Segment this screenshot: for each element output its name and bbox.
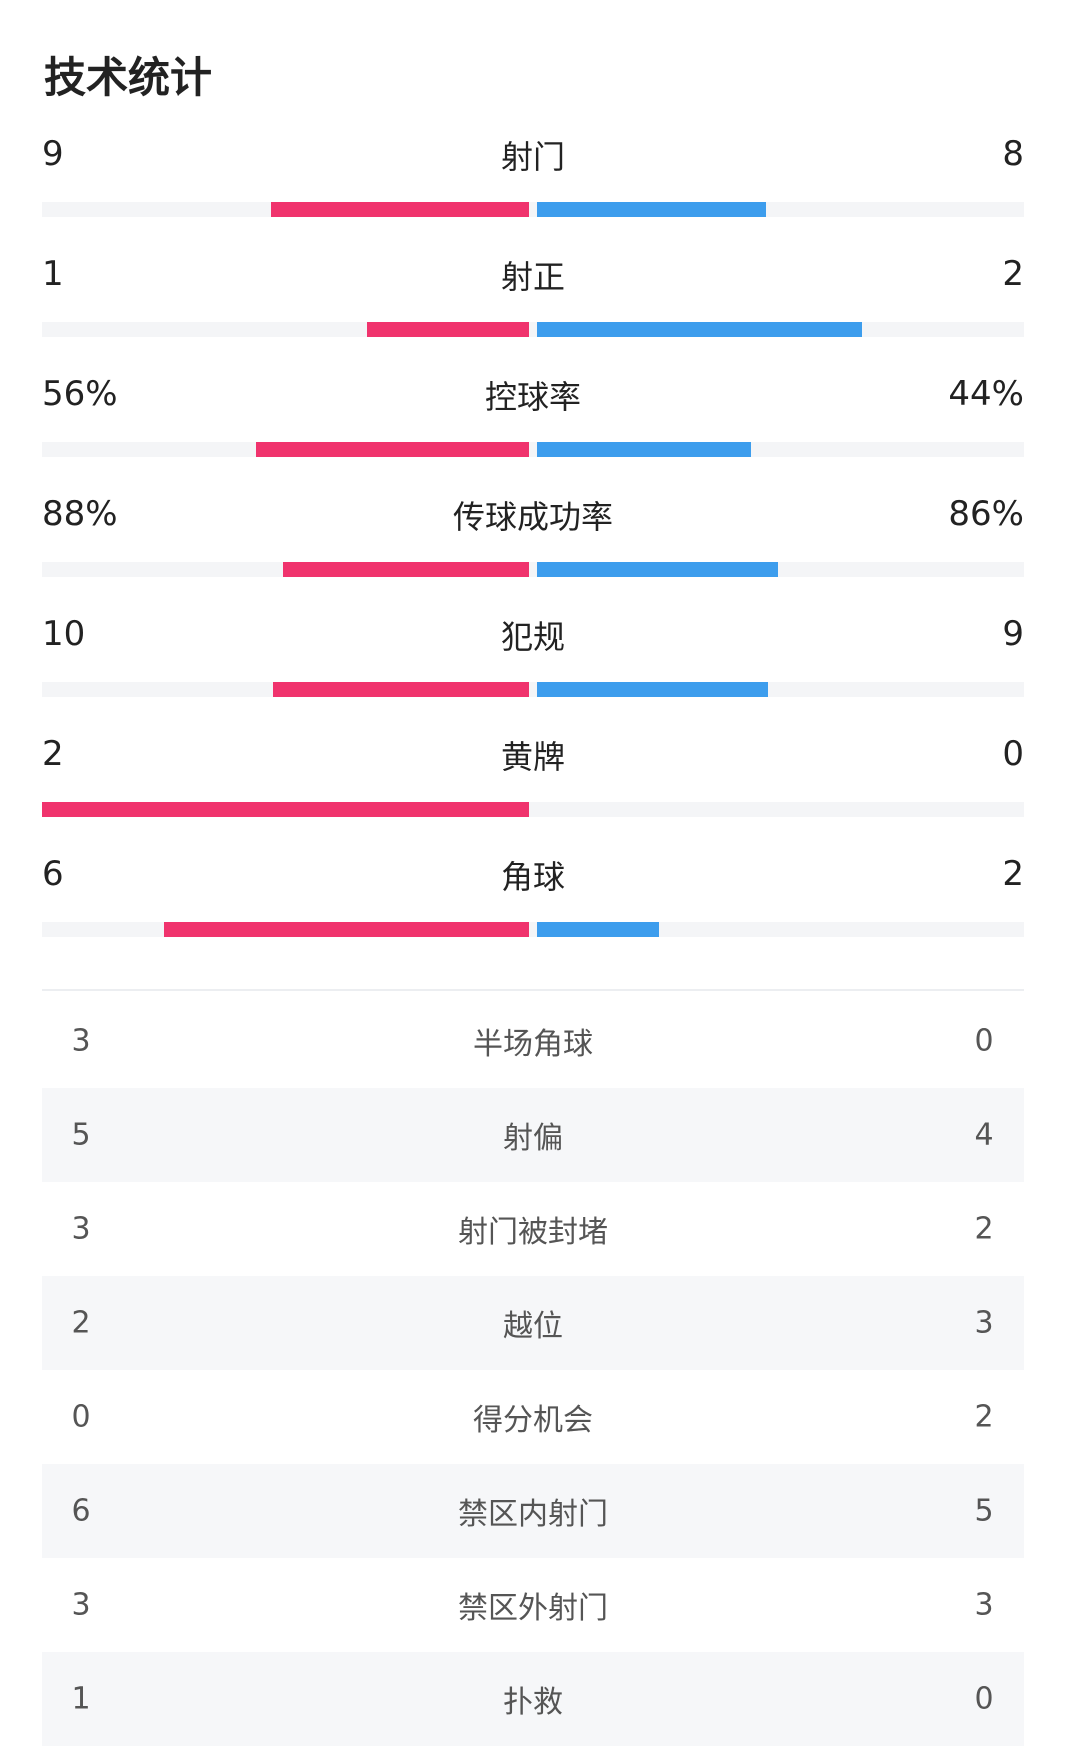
stat-label: 黄牌 — [500, 738, 566, 776]
home-bar — [271, 202, 529, 217]
away-value: 2 — [1002, 254, 1024, 294]
table-row: 1 扑救 0 — [42, 1652, 1024, 1746]
home-value: 10 — [42, 614, 86, 654]
row-label: 禁区内射门 — [458, 1497, 608, 1532]
row-value: 3 — [974, 1587, 994, 1623]
home-bar — [256, 442, 529, 457]
row-value: 2 — [974, 1399, 994, 1435]
away-bar — [537, 322, 862, 337]
stat-label: 射正 — [500, 258, 566, 296]
table-row: 3 射门被封堵 2 — [42, 1182, 1024, 1276]
away-bar — [537, 202, 767, 217]
table-row: 3 禁区外射门 3 — [42, 1558, 1024, 1652]
bar-track — [42, 442, 1024, 457]
row-value: 2 — [974, 1211, 994, 1247]
bar-track — [42, 562, 1024, 577]
away-bar — [537, 682, 768, 697]
bar-track — [42, 682, 1024, 697]
away-value: 9 — [1002, 614, 1024, 654]
row-label: 半场角球 — [473, 1027, 593, 1062]
away-value: 8 — [1002, 134, 1024, 174]
row-value: 6 — [71, 1493, 91, 1529]
stat-label: 角球 — [500, 858, 566, 896]
table-row: 3 半场角球 0 — [42, 994, 1024, 1088]
row-label: 越位 — [503, 1309, 563, 1344]
away-bar — [537, 922, 659, 937]
away-value: 86% — [948, 494, 1024, 534]
away-value: 44% — [948, 374, 1024, 414]
row-value: 3 — [71, 1211, 91, 1247]
home-value: 56% — [42, 374, 118, 414]
row-label: 禁区外射门 — [458, 1591, 608, 1626]
away-value: 0 — [1002, 734, 1024, 774]
home-value: 2 — [42, 734, 64, 774]
home-value: 1 — [42, 254, 64, 294]
table-row: 0 得分机会 2 — [42, 1370, 1024, 1464]
row-value: 0 — [974, 1023, 994, 1059]
home-bar — [163, 922, 529, 937]
row-label: 扑救 — [503, 1685, 563, 1720]
away-value: 2 — [1002, 854, 1024, 894]
separator — [42, 989, 1024, 991]
row-value: 1 — [71, 1681, 91, 1717]
bar-track — [42, 322, 1024, 337]
row-value: 2 — [71, 1305, 91, 1341]
home-value: 6 — [42, 854, 64, 894]
row-value: 3 — [974, 1305, 994, 1341]
row-value: 5 — [71, 1117, 91, 1153]
table-row: 2 越位 3 — [42, 1276, 1024, 1370]
stat-label: 控球率 — [484, 378, 582, 416]
row-label: 射门被封堵 — [458, 1215, 608, 1250]
home-bar — [366, 322, 529, 337]
bar-track — [42, 202, 1024, 217]
home-value: 88% — [42, 494, 118, 534]
stat-label: 射门 — [500, 138, 566, 176]
stat-label: 犯规 — [500, 618, 566, 656]
home-bar — [42, 802, 529, 817]
row-value: 3 — [71, 1587, 91, 1623]
row-value: 3 — [71, 1023, 91, 1059]
stat-label: 传球成功率 — [452, 498, 614, 536]
home-bar — [272, 682, 529, 697]
home-value: 9 — [42, 134, 64, 174]
row-value: 4 — [974, 1117, 994, 1153]
table-row: 5 射偏 4 — [42, 1088, 1024, 1182]
away-bar — [537, 442, 752, 457]
row-value: 0 — [974, 1681, 994, 1717]
away-bar — [537, 562, 778, 577]
table-row: 6 禁区内射门 5 — [42, 1464, 1024, 1558]
home-bar — [282, 562, 529, 577]
row-label: 得分机会 — [473, 1403, 593, 1438]
row-value: 5 — [974, 1493, 994, 1529]
title: 技术统计 — [44, 53, 213, 102]
row-label: 射偏 — [503, 1121, 563, 1156]
row-value: 0 — [71, 1399, 91, 1435]
